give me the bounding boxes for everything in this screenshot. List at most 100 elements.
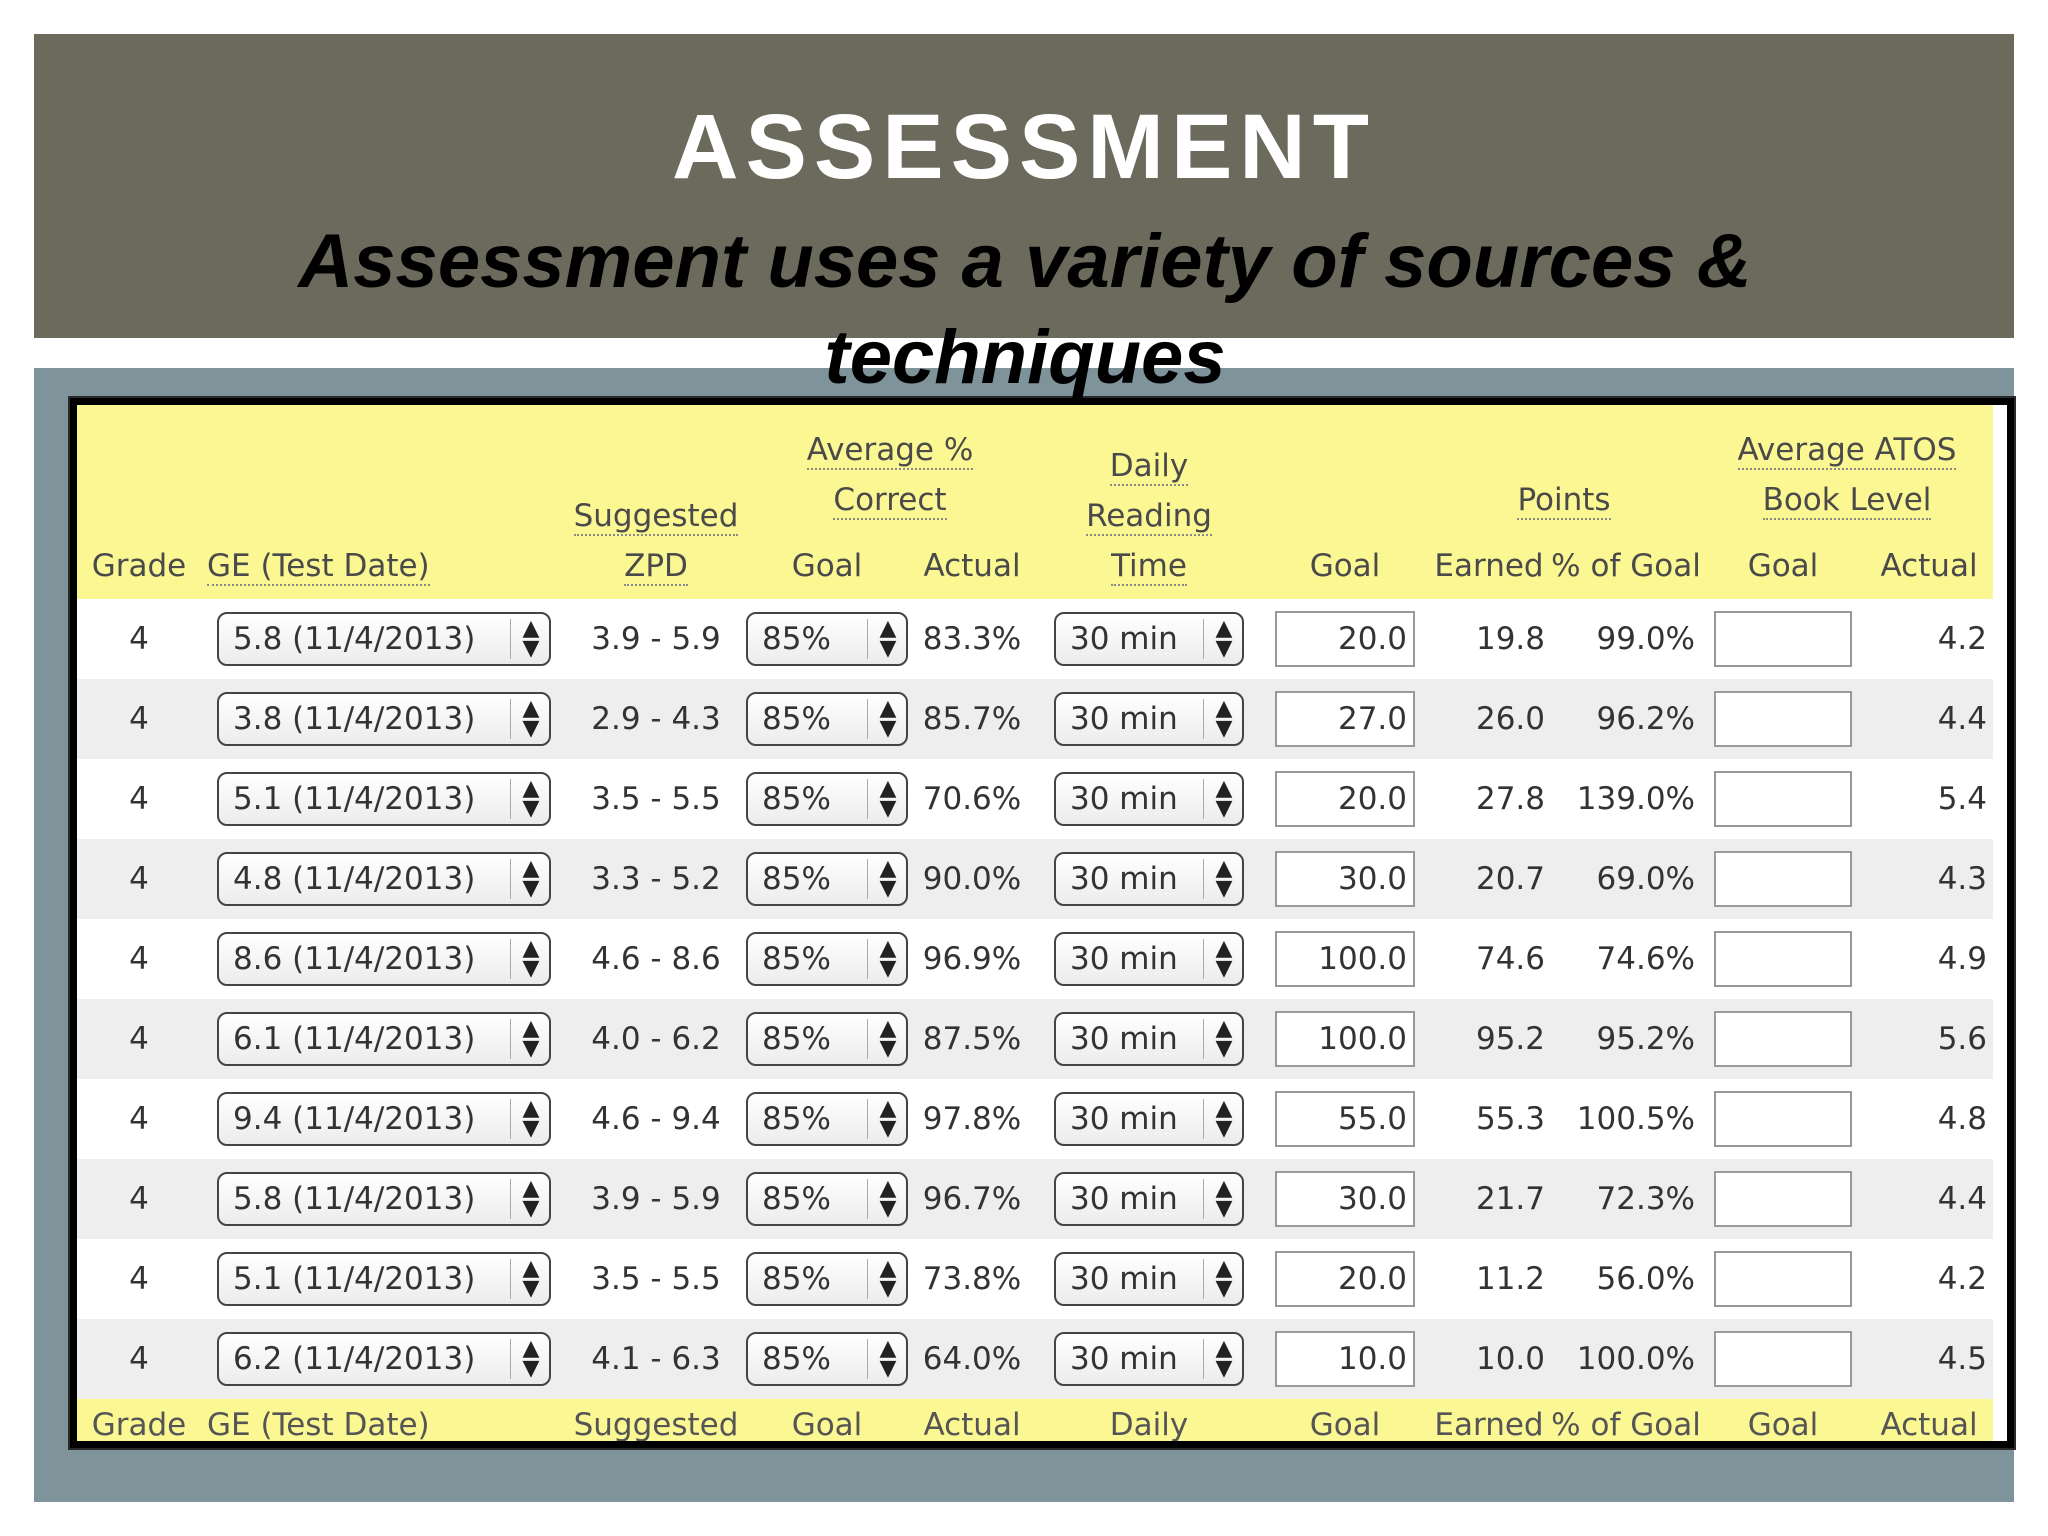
footer-avg-actual: Actual [909, 1399, 1035, 1441]
cell-daily-time: 30 min ▲ ▼ [1035, 599, 1263, 679]
cell-atos-goal [1701, 839, 1865, 919]
header-avg-goal: Goal [791, 548, 863, 584]
ge-test-date-select[interactable]: 5.1 (11/4/2013) ▲ ▼ [217, 1252, 551, 1306]
daily-time-select[interactable]: 30 min ▲ ▼ [1054, 1252, 1244, 1306]
ge-select-value: 5.8 (11/4/2013) [233, 1181, 476, 1217]
table-row: 4 5.1 (11/4/2013) ▲ ▼ 3.5 - 5.5 85% ▲ ▼ 70… [77, 759, 1993, 839]
points-goal-input[interactable]: 100.0 [1275, 1011, 1415, 1067]
cell-points-goal: 20.0 [1263, 1239, 1427, 1319]
points-goal-input[interactable]: 20.0 [1275, 1251, 1415, 1307]
up-down-chevron-icon: ▲ ▼ [867, 1018, 900, 1060]
daily-time-select[interactable]: 30 min ▲ ▼ [1054, 852, 1244, 906]
atos-goal-input[interactable] [1714, 931, 1852, 987]
atos-goal-input[interactable] [1714, 611, 1852, 667]
table-row: 4 6.1 (11/4/2013) ▲ ▼ 4.0 - 6.2 85% ▲ ▼ 87… [77, 999, 1993, 1079]
points-goal-input[interactable]: 27.0 [1275, 691, 1415, 747]
header-suggested-zpd[interactable]: Suggested ZPD [567, 405, 745, 599]
avg-goal-select[interactable]: 85% ▲ ▼ [746, 1332, 908, 1386]
ge-test-date-select[interactable]: 6.2 (11/4/2013) ▲ ▼ [217, 1332, 551, 1386]
points-goal-input[interactable]: 20.0 [1275, 771, 1415, 827]
daily-time-select-value: 30 min [1070, 701, 1178, 737]
table-row: 4 4.8 (11/4/2013) ▲ ▼ 3.3 - 5.2 85% ▲ ▼ 90… [77, 839, 1993, 919]
cell-grade: 4 [77, 999, 201, 1079]
ge-test-date-select[interactable]: 5.8 (11/4/2013) ▲ ▼ [217, 1172, 551, 1226]
ge-test-date-select[interactable]: 5.1 (11/4/2013) ▲ ▼ [217, 772, 551, 826]
cell-avg-actual: 97.8% [909, 1079, 1035, 1159]
daily-time-select[interactable]: 30 min ▲ ▼ [1054, 1012, 1244, 1066]
atos-goal-input[interactable] [1714, 1331, 1852, 1387]
cell-points-earned: 10.0 [1427, 1319, 1551, 1399]
points-goal-input[interactable]: 30.0 [1275, 851, 1415, 907]
avg-goal-select[interactable]: 85% ▲ ▼ [746, 852, 908, 906]
cell-atos-actual: 4.5 [1865, 1319, 1993, 1399]
up-down-chevron-icon: ▲ ▼ [1203, 1258, 1236, 1300]
header-avg-actual: Actual [923, 548, 1021, 584]
avg-goal-select[interactable]: 85% ▲ ▼ [746, 612, 908, 666]
footer-atos-goal: Goal [1701, 1399, 1865, 1441]
avg-goal-select[interactable]: 85% ▲ ▼ [746, 1252, 908, 1306]
header-ge-test-date[interactable]: GE (Test Date) [201, 405, 567, 599]
cell-ge: 5.8 (11/4/2013) ▲ ▼ [201, 599, 567, 679]
avg-goal-select-value: 85% [762, 1101, 831, 1137]
points-goal-input[interactable]: 55.0 [1275, 1091, 1415, 1147]
points-goal-input[interactable]: 100.0 [1275, 931, 1415, 987]
cell-points-earned: 11.2 [1427, 1239, 1551, 1319]
daily-time-select[interactable]: 30 min ▲ ▼ [1054, 1332, 1244, 1386]
daily-time-select[interactable]: 30 min ▲ ▼ [1054, 772, 1244, 826]
ge-select-value: 8.6 (11/4/2013) [233, 941, 476, 977]
ge-test-date-select[interactable]: 5.8 (11/4/2013) ▲ ▼ [217, 612, 551, 666]
up-down-chevron-icon: ▲ ▼ [1203, 698, 1236, 740]
cell-atos-actual: 4.4 [1865, 679, 1993, 759]
daily-time-select[interactable]: 30 min ▲ ▼ [1054, 1172, 1244, 1226]
cell-atos-actual: 4.3 [1865, 839, 1993, 919]
ge-test-date-select[interactable]: 3.8 (11/4/2013) ▲ ▼ [217, 692, 551, 746]
daily-time-select[interactable]: 30 min ▲ ▼ [1054, 932, 1244, 986]
ge-test-date-select[interactable]: 6.1 (11/4/2013) ▲ ▼ [217, 1012, 551, 1066]
avg-goal-select[interactable]: 85% ▲ ▼ [746, 1012, 908, 1066]
avg-goal-select[interactable]: 85% ▲ ▼ [746, 692, 908, 746]
daily-time-select-value: 30 min [1070, 1341, 1178, 1377]
ge-test-date-select[interactable]: 8.6 (11/4/2013) ▲ ▼ [217, 932, 551, 986]
ge-test-date-select[interactable]: 9.4 (11/4/2013) ▲ ▼ [217, 1092, 551, 1146]
avg-goal-select[interactable]: 85% ▲ ▼ [746, 1092, 908, 1146]
ge-test-date-select[interactable]: 4.8 (11/4/2013) ▲ ▼ [217, 852, 551, 906]
cell-grade: 4 [77, 1319, 201, 1399]
cell-avg-goal: 85% ▲ ▼ [745, 1319, 909, 1399]
points-goal-input[interactable]: 30.0 [1275, 1171, 1415, 1227]
atos-goal-input[interactable] [1714, 851, 1852, 907]
cell-ge: 6.2 (11/4/2013) ▲ ▼ [201, 1319, 567, 1399]
cell-points-earned: 74.6 [1427, 919, 1551, 999]
up-down-chevron-icon: ▲ ▼ [510, 1258, 543, 1300]
header-average-correct: Average % Correct Goal Actual [745, 405, 1035, 599]
footer-avg-goal: Goal [745, 1399, 909, 1441]
cell-avg-actual: 83.3% [909, 599, 1035, 679]
cell-pct-of-goal: 56.0% [1551, 1239, 1701, 1319]
avg-goal-select[interactable]: 85% ▲ ▼ [746, 772, 908, 826]
points-goal-input[interactable]: 20.0 [1275, 611, 1415, 667]
header-points-earned: Earned [1434, 548, 1544, 584]
footer-grade: Grade [77, 1399, 201, 1441]
cell-points-goal: 100.0 [1263, 999, 1427, 1079]
atos-goal-input[interactable] [1714, 1171, 1852, 1227]
table-row: 4 6.2 (11/4/2013) ▲ ▼ 4.1 - 6.3 85% ▲ ▼ 64… [77, 1319, 1993, 1399]
daily-time-select[interactable]: 30 min ▲ ▼ [1054, 1092, 1244, 1146]
atos-goal-input[interactable] [1714, 1091, 1852, 1147]
daily-time-select[interactable]: 30 min ▲ ▼ [1054, 612, 1244, 666]
header-daily-reading-time[interactable]: Daily Reading Time [1035, 405, 1263, 599]
atos-goal-input[interactable] [1714, 1011, 1852, 1067]
atos-goal-input[interactable] [1714, 1251, 1852, 1307]
avg-goal-select[interactable]: 85% ▲ ▼ [746, 1172, 908, 1226]
up-down-chevron-icon: ▲ ▼ [1203, 778, 1236, 820]
table-row: 4 5.8 (11/4/2013) ▲ ▼ 3.9 - 5.9 85% ▲ ▼ 83… [77, 599, 1993, 679]
atos-goal-input[interactable] [1714, 691, 1852, 747]
atos-goal-input[interactable] [1714, 771, 1852, 827]
ge-select-value: 3.8 (11/4/2013) [233, 701, 476, 737]
up-down-chevron-icon: ▲ ▼ [510, 698, 543, 740]
daily-time-select[interactable]: 30 min ▲ ▼ [1054, 692, 1244, 746]
avg-goal-select[interactable]: 85% ▲ ▼ [746, 932, 908, 986]
up-down-chevron-icon: ▲ ▼ [510, 618, 543, 660]
cell-daily-time: 30 min ▲ ▼ [1035, 759, 1263, 839]
cell-daily-time: 30 min ▲ ▼ [1035, 679, 1263, 759]
points-goal-input[interactable]: 10.0 [1275, 1331, 1415, 1387]
cell-zpd: 2.9 - 4.3 [567, 679, 745, 759]
